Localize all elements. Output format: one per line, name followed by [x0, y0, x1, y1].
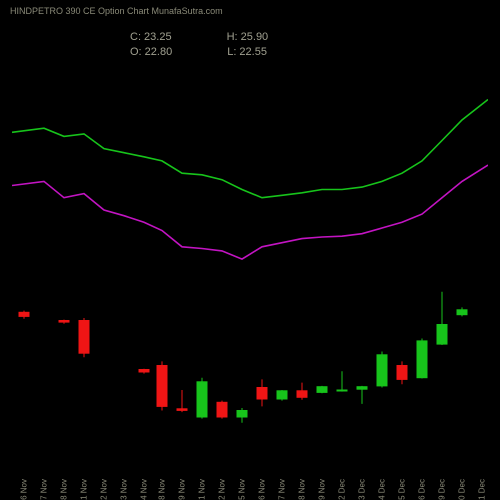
x-tick: 09 Dec — [438, 479, 447, 500]
x-tick: 11 Dec — [478, 479, 487, 500]
x-tick: 18 Nov — [158, 479, 167, 500]
x-tick: 14 Nov — [140, 479, 149, 500]
x-tick: 03 Dec — [358, 479, 367, 500]
x-tick: 11 Nov — [80, 479, 89, 500]
x-tick: 27 Nov — [278, 479, 287, 500]
x-axis: 06 Nov07 Nov08 Nov11 Nov12 Nov13 Nov14 N… — [12, 440, 488, 488]
x-tick: 29 Nov — [318, 479, 327, 500]
x-tick: 10 Dec — [458, 479, 467, 500]
chart-plot-area — [12, 75, 488, 435]
ohlc-low: L: 22.55 — [227, 45, 267, 60]
ohlc-close: C: 23.25 — [130, 30, 172, 45]
chart-svg — [12, 75, 488, 435]
x-tick: 04 Dec — [378, 479, 387, 500]
chart-title: HINDPETRO 390 CE Option Chart MunafaSutr… — [10, 6, 223, 16]
x-tick: 07 Nov — [40, 479, 49, 500]
ohlc-open: O: 22.80 — [130, 45, 172, 60]
x-tick: 06 Nov — [20, 479, 29, 500]
x-tick: 05 Dec — [398, 479, 407, 500]
ohlc-readout: C: 23.25 H: 25.90 O: 22.80 L: 22.55 — [130, 30, 268, 61]
x-tick: 25 Nov — [238, 479, 247, 500]
ohlc-high: H: 25.90 — [227, 30, 269, 45]
x-tick: 21 Nov — [198, 479, 207, 500]
chart-stage: HINDPETRO 390 CE Option Chart MunafaSutr… — [0, 0, 500, 500]
x-tick: 02 Dec — [338, 479, 347, 500]
x-tick: 28 Nov — [298, 479, 307, 500]
x-tick: 13 Nov — [120, 479, 129, 500]
x-tick: 22 Nov — [218, 479, 227, 500]
x-tick: 06 Dec — [418, 479, 427, 500]
x-tick: 08 Nov — [60, 479, 69, 500]
x-tick: 12 Nov — [100, 479, 109, 500]
x-tick: 26 Nov — [258, 479, 267, 500]
x-tick: 19 Nov — [178, 479, 187, 500]
